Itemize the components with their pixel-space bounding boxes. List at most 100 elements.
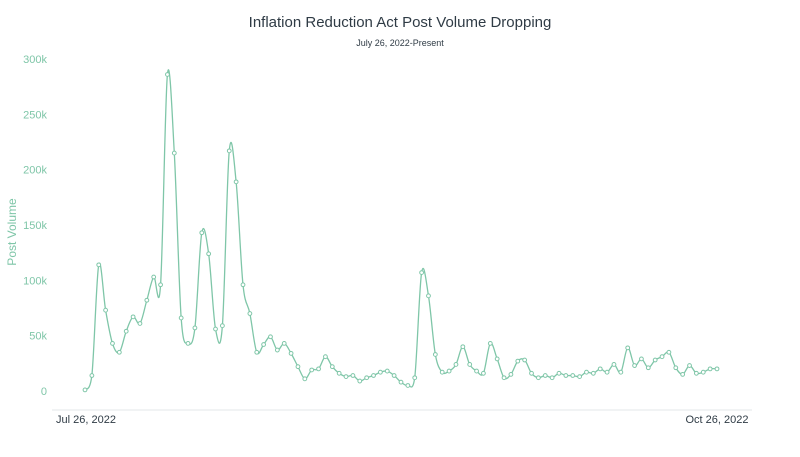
data-point (213, 326, 218, 332)
chart-title: Inflation Reduction Act Post Volume Drop… (248, 14, 552, 31)
data-point (611, 362, 617, 367)
data-point (535, 375, 541, 381)
data-point (110, 341, 115, 346)
data-point (432, 352, 438, 357)
data-point (336, 370, 342, 376)
chart-subtitle: July 26, 2022-Present (356, 38, 444, 48)
data-point (82, 387, 88, 393)
data-point (274, 347, 280, 353)
data-point (391, 373, 397, 378)
data-point (618, 369, 624, 375)
data-point (494, 356, 500, 362)
data-point (426, 293, 431, 299)
data-point (281, 341, 287, 346)
data-point (178, 315, 184, 321)
data-point (384, 368, 390, 374)
data-point (302, 376, 308, 382)
data-point (96, 262, 102, 268)
data-point (309, 367, 315, 373)
data-point (254, 349, 260, 355)
data-point (329, 364, 335, 370)
data-point (446, 368, 452, 374)
data-point (233, 179, 239, 185)
data-point (453, 362, 459, 367)
data-points (82, 72, 720, 393)
y-tick-labels: 0 50k 100k 150k 200k 250k 300k (23, 54, 47, 398)
data-point (288, 350, 294, 356)
data-point (412, 375, 418, 381)
x-tick-labels: Jul 26, 2022 Oct 26, 2022 (56, 414, 748, 426)
x-tick-label: Jul 26, 2022 (56, 414, 116, 426)
data-point (144, 297, 150, 303)
data-point (522, 357, 528, 363)
data-point (247, 311, 253, 316)
data-point (240, 282, 246, 288)
data-point (219, 323, 225, 329)
data-point (515, 358, 521, 364)
data-point (130, 314, 136, 320)
data-point (439, 369, 445, 375)
data-point (707, 366, 713, 372)
data-point (590, 370, 596, 376)
data-point (343, 374, 349, 380)
data-point (171, 150, 177, 156)
data-point (137, 321, 143, 326)
data-point (323, 354, 328, 360)
data-point (700, 369, 706, 375)
data-point (645, 365, 651, 371)
data-point (584, 369, 589, 375)
data-point (474, 368, 479, 374)
data-point (597, 366, 603, 372)
data-point (116, 349, 122, 355)
data-point (625, 345, 631, 351)
y-tick-label: 100k (23, 275, 47, 287)
x-tick-label: Oct 26, 2022 (686, 414, 749, 426)
data-point (460, 344, 466, 350)
y-tick-label: 50k (29, 331, 47, 343)
data-point (487, 341, 493, 346)
data-point (529, 370, 534, 376)
data-point (123, 328, 129, 334)
data-point (158, 282, 163, 288)
data-point (377, 369, 383, 375)
data-point (199, 230, 205, 236)
data-point (481, 370, 486, 376)
data-point (501, 375, 507, 381)
data-point (563, 373, 569, 378)
data-point (666, 349, 672, 355)
data-point (680, 372, 686, 377)
data-point (151, 274, 157, 280)
data-point (570, 373, 576, 378)
data-point (508, 372, 514, 377)
data-point (350, 373, 356, 378)
data-point (405, 383, 411, 388)
data-point (261, 342, 267, 347)
y-tick-label: 250k (23, 109, 47, 121)
data-point (652, 357, 658, 363)
data-point (419, 270, 425, 275)
y-tick-label: 200k (23, 165, 47, 177)
data-point (192, 325, 198, 331)
data-point (398, 379, 404, 385)
data-point (165, 72, 170, 77)
data-point (268, 334, 273, 340)
data-point (316, 366, 321, 372)
data-point (467, 362, 473, 367)
data-point (103, 307, 109, 313)
data-point (659, 354, 665, 360)
data-point (604, 369, 610, 375)
data-point (226, 148, 232, 154)
data-point (639, 356, 644, 362)
data-point (556, 370, 562, 376)
y-tick-label: 300k (23, 54, 47, 66)
data-point (206, 251, 212, 257)
data-point (357, 378, 363, 384)
data-point (371, 373, 376, 378)
data-point (577, 374, 583, 380)
data-point (542, 373, 548, 378)
data-point (687, 363, 692, 368)
data-point (673, 365, 679, 371)
data-point (185, 341, 191, 346)
y-tick-label: 150k (23, 220, 47, 232)
